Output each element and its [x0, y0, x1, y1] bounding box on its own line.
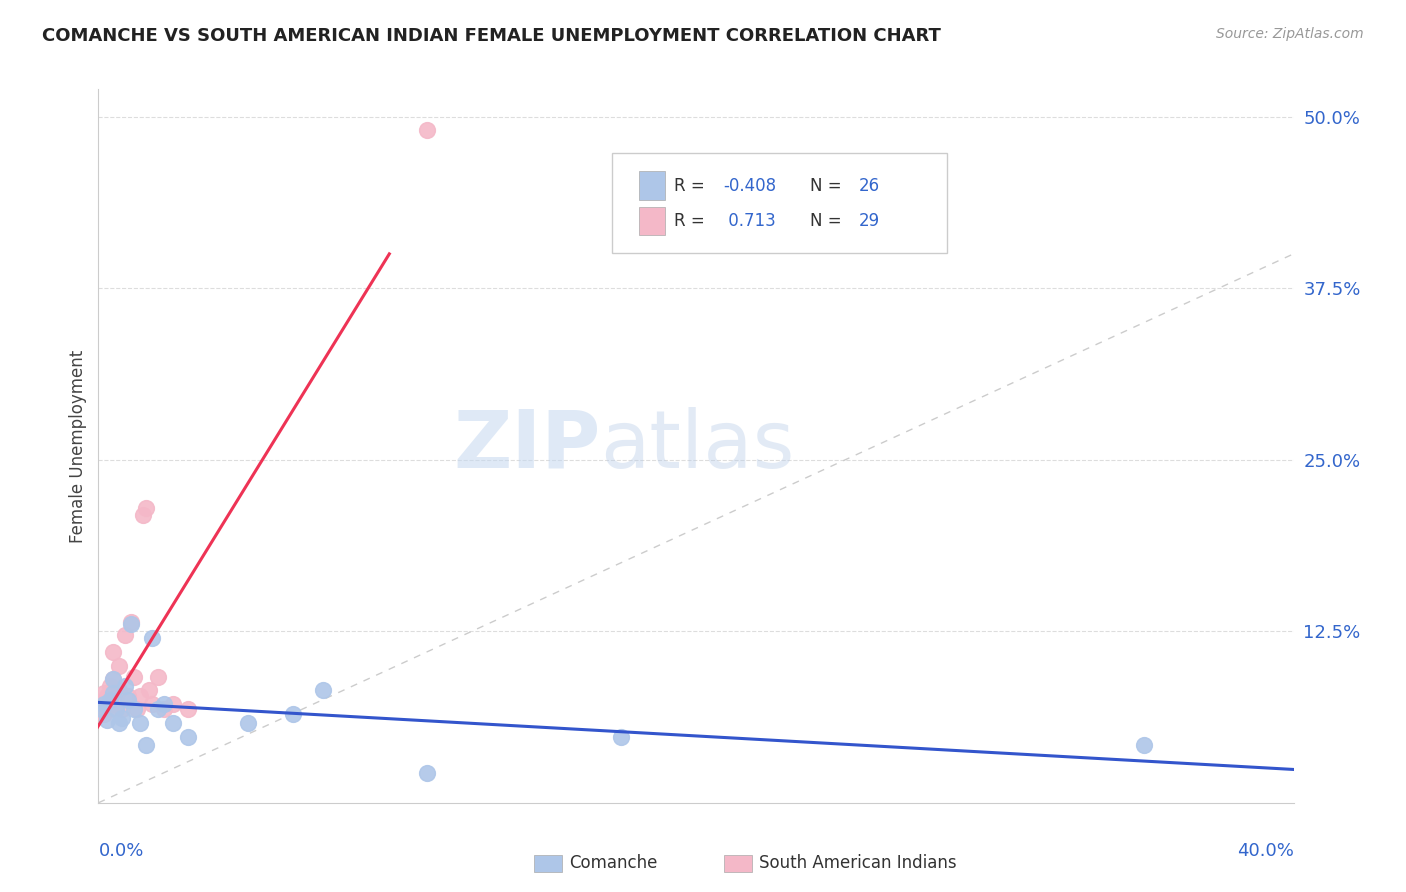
Point [177, 730, 200, 744]
Point [132, 508, 155, 522]
Text: R =: R = [675, 212, 710, 230]
Text: N =: N = [810, 177, 846, 194]
Point [100, 679, 122, 693]
Text: 29: 29 [859, 212, 880, 230]
Point [610, 730, 633, 744]
Point [96, 689, 118, 703]
Point [105, 697, 128, 711]
Point [127, 702, 149, 716]
Point [148, 669, 170, 683]
Text: atlas: atlas [600, 407, 794, 485]
Point [416, 765, 439, 780]
Point [120, 617, 142, 632]
Point [103, 686, 125, 700]
Point [141, 697, 163, 711]
Point [177, 702, 200, 716]
Point [114, 679, 136, 693]
FancyBboxPatch shape [638, 171, 665, 200]
Y-axis label: Female Unemployment: Female Unemployment [69, 350, 87, 542]
FancyBboxPatch shape [613, 153, 948, 253]
Point [93, 686, 115, 700]
Text: ZIP: ZIP [453, 407, 600, 485]
Point [100, 693, 122, 707]
Point [129, 716, 152, 731]
Text: -0.408: -0.408 [724, 177, 776, 194]
Point [90, 702, 112, 716]
Point [105, 689, 128, 703]
Text: R =: R = [675, 177, 710, 194]
Point [93, 706, 115, 721]
Point [416, 123, 439, 137]
Point [236, 716, 259, 731]
Point [153, 697, 176, 711]
Point [117, 693, 139, 707]
Point [135, 738, 157, 752]
Point [114, 628, 136, 642]
Point [103, 645, 125, 659]
Text: N =: N = [810, 212, 846, 230]
Point [111, 711, 134, 725]
Point [162, 697, 184, 711]
Point [117, 689, 139, 703]
Point [138, 683, 160, 698]
Point [135, 500, 157, 515]
Point [108, 716, 131, 731]
Point [90, 702, 112, 716]
Text: COMANCHE VS SOUTH AMERICAN INDIAN FEMALE UNEMPLOYMENT CORRELATION CHART: COMANCHE VS SOUTH AMERICAN INDIAN FEMALE… [42, 27, 941, 45]
Text: 0.0%: 0.0% [98, 842, 143, 860]
FancyBboxPatch shape [638, 207, 665, 235]
Point [93, 697, 115, 711]
Point [105, 702, 128, 716]
Text: South American Indians: South American Indians [759, 855, 957, 872]
Point [141, 631, 163, 645]
Point [111, 702, 134, 716]
Point [120, 615, 142, 629]
Point [103, 673, 125, 687]
Point [103, 673, 125, 687]
Point [100, 702, 122, 716]
Text: 26: 26 [859, 177, 880, 194]
Point [1133, 738, 1156, 752]
Point [311, 683, 333, 698]
Point [162, 716, 184, 731]
Point [108, 658, 131, 673]
Point [96, 714, 118, 728]
Text: 40.0%: 40.0% [1237, 842, 1294, 860]
Text: 0.713: 0.713 [724, 212, 776, 230]
Point [129, 689, 152, 703]
Text: Source: ZipAtlas.com: Source: ZipAtlas.com [1216, 27, 1364, 41]
Point [148, 702, 170, 716]
Point [124, 702, 146, 716]
Point [108, 683, 131, 698]
Point [124, 669, 146, 683]
Point [153, 702, 176, 716]
Text: Comanche: Comanche [569, 855, 658, 872]
Point [96, 693, 118, 707]
Point [281, 706, 304, 721]
